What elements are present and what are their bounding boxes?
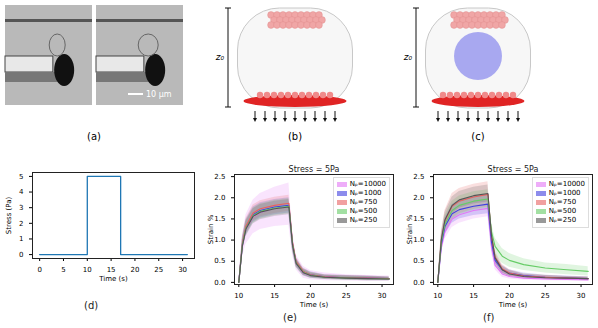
html-text:Nₚ=750: Nₚ=750 — [548, 198, 577, 206]
svg-text:30: 30 — [577, 292, 586, 300]
svg-text:15: 15 — [107, 266, 116, 274]
svg-text:25: 25 — [342, 292, 351, 300]
svg-text:15: 15 — [270, 292, 279, 300]
svg-text:Stress = 5Pa: Stress = 5Pa — [289, 165, 340, 174]
html-text:Nₚ=500: Nₚ=500 — [349, 207, 378, 215]
svg-text:2: 2 — [19, 220, 23, 228]
svg-text:3: 3 — [19, 204, 23, 212]
svg-text:(a): (a) — [87, 131, 101, 142]
svg-text:10: 10 — [433, 292, 442, 300]
svg-text:z₀: z₀ — [403, 52, 413, 62]
svg-text:1: 1 — [19, 235, 23, 243]
html-text:(d): (d) — [84, 300, 99, 311]
svg-text:20: 20 — [130, 266, 139, 274]
svg-text:0: 0 — [19, 251, 23, 259]
svg-text:10: 10 — [83, 266, 92, 274]
svg-text:Strain %: Strain % — [207, 214, 215, 244]
svg-text:(c): (c) — [471, 131, 484, 142]
svg-text:1.0: 1.0 — [214, 236, 225, 244]
svg-text:(b): (b) — [288, 131, 302, 142]
html-text:Nₚ=1000: Nₚ=1000 — [548, 189, 581, 197]
svg-text:2.5: 2.5 — [214, 173, 225, 181]
svg-text:30: 30 — [378, 292, 387, 300]
svg-text:10: 10 — [234, 292, 243, 300]
html-text:Nₚ=500: Nₚ=500 — [548, 207, 577, 215]
svg-text:4: 4 — [19, 188, 24, 196]
svg-text:z₀: z₀ — [215, 52, 225, 62]
svg-text:5: 5 — [19, 173, 23, 181]
svg-text:Time (s): Time (s) — [299, 301, 329, 309]
svg-text:Time (s): Time (s) — [498, 301, 528, 309]
svg-text:25: 25 — [541, 292, 550, 300]
svg-text:10 μm: 10 μm — [146, 90, 172, 99]
svg-text:25: 25 — [154, 266, 163, 274]
html-text:(f): (f) — [483, 312, 495, 323]
svg-text:2.5: 2.5 — [413, 173, 424, 181]
svg-text:Stress = 5Pa: Stress = 5Pa — [488, 165, 539, 174]
html-text:(e): (e) — [283, 312, 297, 323]
svg-text:1.5: 1.5 — [214, 215, 225, 223]
html-text:Nₚ=750: Nₚ=750 — [349, 198, 378, 206]
html-text:Nₚ=1000: Nₚ=1000 — [349, 189, 382, 197]
svg-text:0.0: 0.0 — [214, 279, 225, 287]
html-text:Nₚ=250: Nₚ=250 — [349, 216, 378, 224]
svg-text:Stress (Pa): Stress (Pa) — [5, 197, 13, 235]
svg-text:0.5: 0.5 — [413, 257, 424, 265]
svg-text:15: 15 — [469, 292, 478, 300]
svg-text:2.0: 2.0 — [413, 194, 424, 202]
svg-text:1.5: 1.5 — [413, 215, 424, 223]
svg-text:0.5: 0.5 — [214, 257, 225, 265]
html-text:Nₚ=250: Nₚ=250 — [548, 216, 577, 224]
svg-text:0: 0 — [37, 266, 41, 274]
svg-text:Strain %: Strain % — [406, 214, 414, 244]
html-text:Nₚ=10000: Nₚ=10000 — [349, 180, 386, 188]
svg-text:30: 30 — [178, 266, 187, 274]
svg-text:0.0: 0.0 — [413, 279, 424, 287]
svg-text:2.0: 2.0 — [214, 194, 225, 202]
svg-text:20: 20 — [505, 292, 514, 300]
svg-text:20: 20 — [306, 292, 315, 300]
svg-text:Time (s): Time (s) — [98, 275, 128, 283]
svg-text:5: 5 — [61, 266, 65, 274]
svg-text:1.0: 1.0 — [413, 236, 424, 244]
html-text:Nₚ=10000: Nₚ=10000 — [548, 180, 585, 188]
